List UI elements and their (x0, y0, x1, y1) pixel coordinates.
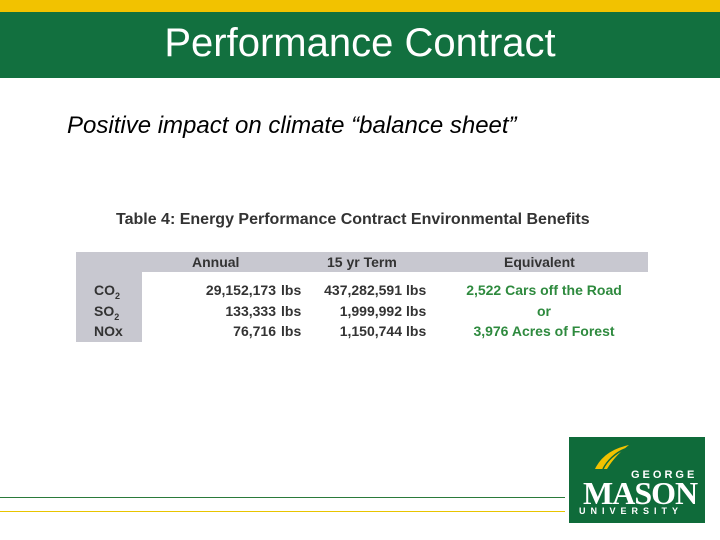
table-cell-equivalent: 2,522 Cars off the Road (466, 282, 622, 298)
logo-mason: MASON (583, 475, 698, 511)
header-band (0, 12, 720, 78)
benefits-table: Annual 15 yr Term Equivalent CO2 29,152,… (76, 252, 648, 342)
chem-main: CO (94, 282, 115, 298)
chem-main: NOx (94, 323, 123, 339)
table-cell-annual-unit: lbs (281, 303, 302, 319)
logo-university: UNIVERSITY (579, 506, 684, 516)
top-gold-bar (0, 0, 720, 12)
table-cell-annual: 29,152,173 (205, 282, 276, 298)
slide-subtitle: Positive impact on climate “balance shee… (67, 112, 517, 139)
chem-main: SO (94, 303, 115, 319)
table-cell-equivalent: or (537, 303, 551, 319)
row-label-nox: NOx (94, 323, 123, 342)
table-cell-term: 1,150,744 (339, 323, 402, 339)
logo-george: GEORGE (631, 469, 698, 481)
chem-sub: 2 (115, 290, 121, 301)
header-annual: Annual (192, 254, 240, 270)
row-label-co2: CO2 (94, 282, 120, 301)
table-cell-annual: 76,716 (233, 323, 276, 339)
table-header-band (76, 252, 648, 272)
table-cell-annual: 133,333 (225, 303, 276, 319)
table-cell-annual-unit: lbs (281, 282, 302, 298)
gmu-logo: GEORGE MASON UNIVERSITY (569, 437, 705, 523)
table-cell-term: 437,282,591 (324, 282, 402, 298)
footer-green-line (0, 497, 565, 498)
leaf-icon (595, 445, 629, 470)
table-cell-annual-unit: lbs (281, 323, 302, 339)
chem-sub: 2 (114, 311, 120, 322)
table-caption: Table 4: Energy Performance Contract Env… (116, 211, 590, 229)
table-cell-term-unit: lbs (406, 282, 427, 298)
row-label-so2: SO2 (94, 303, 119, 322)
table-caption-number: Table 4: (116, 211, 176, 228)
slide-title: Performance Contract (164, 21, 556, 65)
table-cell-term-unit: lbs (406, 303, 427, 319)
table-cell-term-unit: lbs (406, 323, 427, 339)
table-caption-text: Energy Performance Contract Environmenta… (179, 211, 590, 228)
footer-gold-line (0, 511, 565, 512)
header-15yr-term: 15 yr Term (327, 254, 397, 270)
header-equivalent: Equivalent (504, 254, 575, 270)
table-row-label-band (76, 252, 142, 342)
table-cell-term: 1,999,992 (339, 303, 402, 319)
table-cell-equivalent: 3,976 Acres of Forest (473, 323, 615, 339)
